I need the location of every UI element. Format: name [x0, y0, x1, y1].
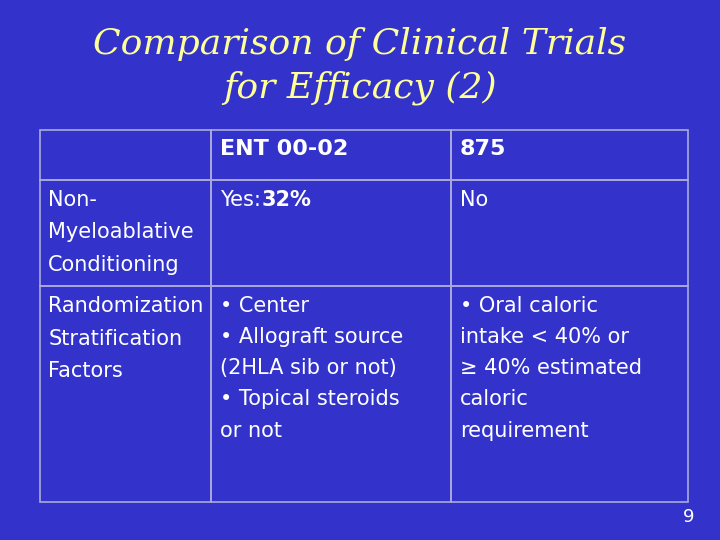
Bar [451, 286, 688, 502]
Bar [212, 286, 451, 502]
Text: Randomization
Stratification
Factors: Randomization Stratification Factors [48, 296, 204, 381]
Text: • Oral caloric
intake < 40% or
≥ 40% estimated
caloric
requirement: • Oral caloric intake < 40% or ≥ 40% est… [459, 296, 642, 441]
Bar [40, 180, 212, 286]
Text: Yes:: Yes: [220, 190, 267, 210]
Text: ENT 00-02: ENT 00-02 [220, 139, 348, 159]
Bar [451, 130, 688, 180]
Text: Comparison of Clinical Trials
for Efficacy (2): Comparison of Clinical Trials for Effica… [94, 27, 626, 105]
Bar [451, 180, 688, 286]
Bar [40, 286, 212, 502]
Text: 875: 875 [459, 139, 506, 159]
Text: No: No [459, 190, 488, 210]
Text: • Center
• Allograft source
(2HLA sib or not)
• Topical steroids
or not: • Center • Allograft source (2HLA sib or… [220, 296, 403, 441]
Text: Non-
Myeloablative
Conditioning: Non- Myeloablative Conditioning [48, 190, 194, 275]
Bar [40, 130, 212, 180]
Bar [212, 130, 451, 180]
Bar [212, 180, 451, 286]
Text: 32%: 32% [262, 190, 312, 210]
Text: 9: 9 [683, 509, 695, 526]
